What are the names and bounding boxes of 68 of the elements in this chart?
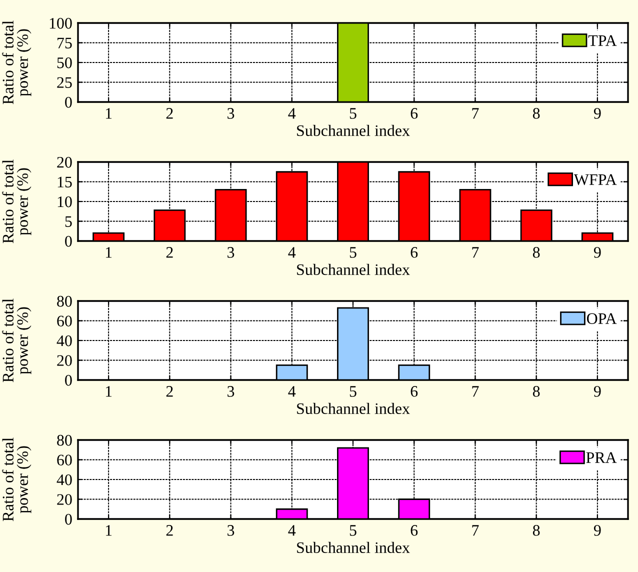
y-tick-label: 80 bbox=[57, 434, 72, 446]
y-tick-label: 60 bbox=[57, 454, 72, 466]
x-tick-label: 4 bbox=[288, 108, 296, 119]
y-tick-label: 0 bbox=[65, 374, 72, 386]
x-tick-label: 5 bbox=[350, 386, 356, 397]
y-axis-title: Ratio of total power (%) bbox=[2, 438, 32, 522]
x-tick-label: 8 bbox=[532, 525, 540, 536]
x-tick-label: 7 bbox=[472, 108, 479, 119]
y-tick-label: 0 bbox=[65, 96, 72, 108]
x-tick-label: 1 bbox=[106, 525, 112, 536]
y-tick-label: 75 bbox=[58, 38, 72, 48]
x-tick-label: 7 bbox=[472, 525, 479, 536]
y-tick-label: 10 bbox=[58, 196, 72, 208]
y-tick-label: 40 bbox=[56, 474, 72, 486]
x-tick-label: 2 bbox=[166, 108, 173, 119]
x-tick-label: 1 bbox=[106, 386, 112, 397]
x-tick-label: 6 bbox=[410, 386, 418, 397]
x-tick-label: 5 bbox=[350, 108, 356, 119]
y-tick-label: 40 bbox=[56, 335, 72, 346]
y-axis-title: Ratio of total power (%) bbox=[2, 298, 32, 382]
x-tick-label: 3 bbox=[228, 386, 234, 397]
x-tick-label: 5 bbox=[350, 525, 356, 536]
x-tick-label: 5 bbox=[350, 247, 356, 258]
x-tick-label: 4 bbox=[288, 525, 296, 536]
y-axis-title: Ratio of total power (%) bbox=[2, 160, 32, 244]
y-tick-label: 100 bbox=[50, 18, 72, 29]
x-tick-label: 9 bbox=[594, 108, 601, 119]
x-tick-label: 3 bbox=[228, 247, 234, 258]
y-tick-label: 5 bbox=[65, 216, 72, 227]
y-tick-label: 25 bbox=[57, 77, 72, 88]
legend-label: OPA bbox=[586, 313, 617, 324]
legend-label: WFPA bbox=[574, 174, 617, 186]
legend-label: TPA bbox=[588, 35, 617, 46]
x-tick-label: 3 bbox=[228, 108, 234, 119]
x-tick-label: 7 bbox=[472, 247, 479, 258]
x-tick-label: 1 bbox=[106, 108, 112, 119]
legend-label: PRA bbox=[586, 452, 617, 463]
x-axis-title: Subchannel index bbox=[297, 264, 410, 276]
y-tick-label: 20 bbox=[57, 494, 72, 505]
x-axis-title: Subchannel index bbox=[297, 402, 410, 414]
x-tick-label: 7 bbox=[472, 386, 479, 397]
x-tick-label: 6 bbox=[410, 108, 418, 119]
x-tick-label: 6 bbox=[410, 525, 418, 536]
y-tick-label: 20 bbox=[57, 156, 72, 168]
y-axis-title: Ratio of total power (%) bbox=[2, 20, 32, 104]
x-tick-label: 6 bbox=[410, 247, 418, 258]
y-tick-label: 15 bbox=[58, 176, 72, 188]
x-axis-title: Subchannel index bbox=[297, 542, 410, 554]
x-tick-label: 2 bbox=[166, 386, 173, 397]
y-tick-label: 80 bbox=[57, 296, 72, 307]
x-tick-label: 4 bbox=[288, 247, 296, 258]
x-tick-label: 4 bbox=[288, 386, 296, 397]
x-tick-label: 2 bbox=[166, 247, 173, 258]
x-tick-label: 2 bbox=[166, 525, 173, 536]
y-tick-label: 0 bbox=[65, 236, 72, 247]
x-axis-title: Subchannel index bbox=[297, 124, 410, 136]
y-tick-label: 20 bbox=[57, 355, 72, 366]
x-tick-label: 9 bbox=[594, 525, 601, 536]
x-tick-label: 9 bbox=[594, 386, 601, 397]
y-tick-label: 0 bbox=[65, 514, 72, 525]
x-tick-label: 9 bbox=[594, 247, 601, 258]
x-tick-label: 8 bbox=[532, 247, 540, 258]
x-tick-label: 8 bbox=[532, 108, 540, 119]
x-tick-label: 1 bbox=[106, 247, 112, 258]
x-tick-label: 3 bbox=[228, 525, 234, 536]
y-tick-label: 50 bbox=[57, 57, 72, 68]
y-tick-label: 60 bbox=[57, 316, 72, 326]
x-tick-label: 8 bbox=[532, 386, 540, 397]
